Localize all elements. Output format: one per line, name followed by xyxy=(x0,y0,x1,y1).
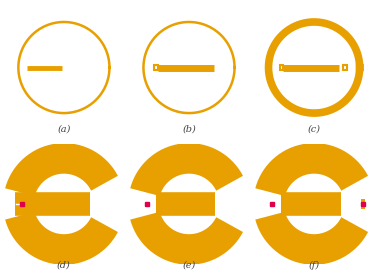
Bar xyxy=(16,199,20,209)
Text: (e): (e) xyxy=(182,261,196,270)
Text: (f): (f) xyxy=(308,261,320,270)
Text: (c): (c) xyxy=(308,124,321,134)
Text: (b): (b) xyxy=(182,124,196,134)
FancyBboxPatch shape xyxy=(280,65,283,70)
FancyBboxPatch shape xyxy=(344,65,347,70)
Text: (a): (a) xyxy=(57,124,71,134)
Text: (d): (d) xyxy=(57,261,71,270)
Bar xyxy=(266,199,271,209)
Bar xyxy=(141,199,146,209)
FancyBboxPatch shape xyxy=(155,65,158,70)
Bar xyxy=(361,199,365,209)
